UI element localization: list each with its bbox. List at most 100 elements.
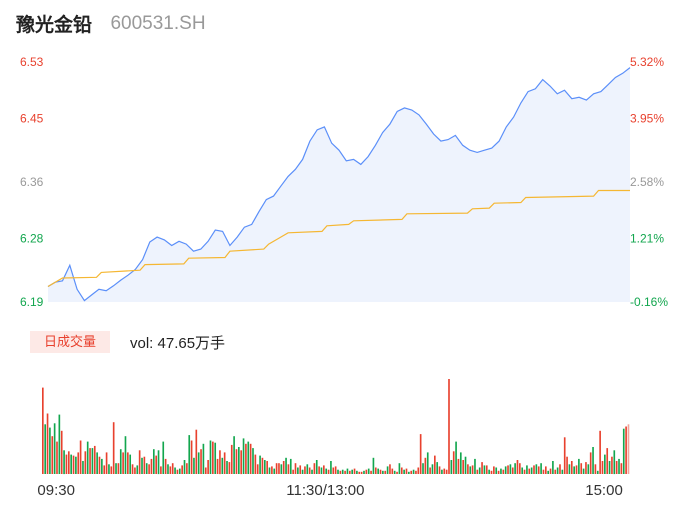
volume-bar: [216, 458, 219, 474]
volume-readout: vol: 47.65万手: [130, 335, 226, 352]
volume-bar: [589, 452, 592, 474]
volume-bar: [65, 454, 68, 474]
time-tick-label: 09:30: [37, 482, 75, 499]
volume-bar: [124, 436, 127, 474]
volume-bar: [464, 456, 467, 474]
volume-bar: [268, 467, 271, 474]
volume-bar: [176, 469, 179, 474]
volume-bar: [542, 469, 545, 474]
volume-bar: [374, 467, 377, 474]
percent-tick-label: 2.58%: [630, 175, 664, 189]
volume-bar: [155, 455, 157, 474]
volume-bar: [382, 470, 384, 474]
volume-bar: [145, 463, 148, 474]
volume-bar: [504, 466, 507, 474]
volume-bar: [256, 464, 259, 474]
volume-bar: [278, 463, 280, 474]
volume-bar: [426, 452, 429, 474]
volume-bar: [391, 468, 394, 474]
volume-bar: [337, 469, 339, 474]
volume-bar: [471, 465, 474, 474]
volume-bar: [209, 440, 212, 474]
volume-bar: [42, 387, 44, 474]
volume-bar: [627, 424, 630, 474]
volume-bar: [89, 448, 91, 474]
price-tick-label: 6.45: [20, 111, 44, 125]
volume-bar: [620, 463, 623, 474]
volume-bar: [495, 467, 498, 474]
volume-bar: [594, 464, 597, 474]
volume-bar: [599, 430, 601, 474]
volume-tab[interactable]: 日成交量: [30, 331, 110, 353]
volume-bar: [249, 443, 252, 474]
volume-bar: [462, 460, 464, 474]
volume-bar: [507, 465, 509, 474]
time-tick-label: 11:30/13:00: [286, 482, 364, 499]
volume-bar: [344, 470, 346, 474]
volume-bar: [452, 451, 455, 474]
volume-bar: [53, 423, 56, 474]
volume-bar: [294, 463, 297, 474]
price-panel: [47, 67, 631, 302]
volume-bar: [419, 434, 422, 474]
volume-bar: [186, 463, 188, 474]
price-area: [48, 67, 630, 302]
volume-bar: [429, 467, 431, 474]
volume-bar: [60, 430, 63, 474]
volume-bar: [228, 462, 231, 474]
volume-bar: [93, 445, 96, 474]
volume-bar: [63, 450, 65, 475]
volume-bar: [400, 467, 403, 474]
volume-bar: [70, 454, 72, 474]
volume-bar: [514, 463, 516, 474]
volume-bar: [240, 450, 243, 475]
volume-bar: [238, 447, 240, 474]
volume-bar: [549, 468, 552, 474]
volume-bar: [266, 461, 268, 474]
volume-bar: [561, 469, 564, 474]
volume-bar: [372, 457, 375, 474]
volume-bar: [332, 467, 335, 474]
volume-bars: [42, 379, 630, 475]
volume-bar: [311, 469, 313, 474]
volume-bar: [84, 451, 87, 474]
volume-bar: [105, 452, 108, 474]
volume-bar: [202, 443, 205, 474]
volume-bar: [245, 443, 247, 474]
volume-bar: [386, 466, 389, 474]
volume-bar: [247, 441, 250, 474]
volume-bar: [77, 452, 80, 474]
stock-header: 豫光金铅 600531.SH: [16, 10, 206, 40]
volume-bar: [556, 467, 559, 474]
volume-bar: [169, 466, 172, 474]
volume-bar: [502, 469, 505, 474]
volume-bar: [601, 461, 604, 474]
percent-tick-label: 1.21%: [630, 231, 664, 245]
volume-bar: [422, 463, 424, 474]
price-tick-label: 6.36: [20, 175, 44, 189]
volume-bar: [252, 448, 254, 474]
volume-bar: [424, 457, 427, 474]
volume-bar: [58, 414, 61, 474]
volume-bar: [334, 466, 337, 474]
volume-bar: [604, 454, 606, 474]
volume-bar: [533, 465, 535, 474]
volume-bar: [150, 458, 153, 474]
volume-bar: [608, 461, 611, 474]
volume-bar: [547, 470, 549, 474]
volume-bar: [570, 461, 573, 474]
volume-bar: [308, 467, 311, 474]
volume-bar: [304, 466, 306, 474]
time-tick-label: 15:00: [585, 482, 623, 499]
volume-bar: [485, 465, 488, 474]
volume-bar: [280, 464, 283, 474]
volume-bar: [578, 458, 580, 474]
volume-bar: [528, 468, 531, 474]
volume-bar: [596, 470, 599, 474]
volume-bar: [226, 461, 228, 474]
volume-bar: [476, 469, 479, 474]
volume-bar: [136, 465, 139, 474]
volume-bar: [363, 470, 365, 474]
volume-bar: [582, 468, 585, 474]
volume-bar: [204, 467, 207, 474]
